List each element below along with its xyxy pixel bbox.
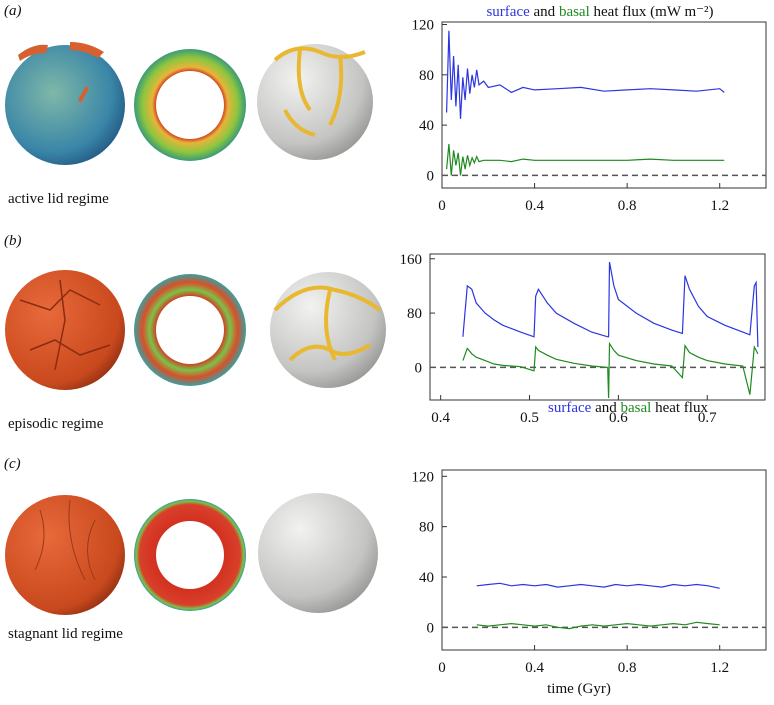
panel-caption: active lid regime bbox=[8, 191, 109, 207]
sphere bbox=[257, 44, 373, 160]
legend-entry: surface bbox=[486, 4, 530, 20]
y-tick-label: 40 bbox=[419, 570, 434, 586]
chart-title: heat flux (mW m⁻²) bbox=[594, 4, 714, 20]
x-tick-label: 0.8 bbox=[618, 660, 637, 676]
streak bbox=[273, 46, 366, 137]
streak bbox=[273, 285, 382, 362]
y-tick-label: 120 bbox=[412, 469, 435, 485]
legend-entry: basal bbox=[621, 400, 652, 416]
y-tick-label: 0 bbox=[415, 360, 423, 376]
crack bbox=[19, 279, 111, 371]
sphere bbox=[258, 493, 378, 613]
crack bbox=[34, 499, 96, 581]
ring-hole bbox=[156, 71, 224, 139]
plot-frame bbox=[441, 21, 767, 189]
y-tick-label: 40 bbox=[419, 118, 434, 134]
y-tick-label: 80 bbox=[419, 68, 434, 84]
plot-frame bbox=[429, 253, 766, 401]
y-tick-label: 160 bbox=[400, 252, 423, 268]
panel-caption: stagnant lid regime bbox=[8, 626, 123, 642]
y-tick-label: 80 bbox=[419, 520, 434, 536]
y-tick-label: 120 bbox=[412, 18, 435, 34]
series-line bbox=[476, 621, 720, 630]
x-tick-label: 0.6 bbox=[609, 410, 628, 426]
y-tick-label: 0 bbox=[427, 620, 435, 636]
ring-hole bbox=[156, 521, 224, 589]
panel-label: (b) bbox=[4, 233, 22, 249]
panel-caption: episodic regime bbox=[8, 416, 104, 432]
series-line bbox=[446, 30, 725, 119]
x-tick-label: 1.2 bbox=[710, 198, 729, 214]
x-tick-label: 0.5 bbox=[520, 410, 539, 426]
series-line bbox=[462, 341, 759, 399]
x-tick-label: 0.7 bbox=[698, 410, 717, 426]
x-axis-label: time (Gyr) bbox=[547, 681, 611, 697]
legend-entry: surface bbox=[548, 400, 592, 416]
ring-hole bbox=[156, 296, 224, 364]
panel-images bbox=[5, 42, 386, 615]
sphere bbox=[5, 270, 125, 390]
series-line bbox=[462, 261, 759, 348]
x-tick-label: 0 bbox=[438, 198, 446, 214]
annotation: heat flux bbox=[655, 400, 708, 416]
x-tick-label: 0 bbox=[438, 660, 446, 676]
x-tick-label: 0.8 bbox=[618, 198, 637, 214]
legend-joiner: and bbox=[534, 4, 556, 20]
legend-joiner: and bbox=[595, 400, 617, 416]
panel-label: (c) bbox=[4, 456, 21, 472]
x-tick-label: 0.4 bbox=[431, 410, 450, 426]
legend-text: surface and basal heat flux (mW m⁻²) bbox=[486, 4, 713, 20]
y-tick-label: 80 bbox=[407, 306, 422, 322]
x-tick-label: 0.4 bbox=[525, 198, 544, 214]
plate-patch bbox=[18, 42, 104, 103]
x-tick-label: 0.4 bbox=[525, 660, 544, 676]
series-line bbox=[476, 582, 720, 589]
y-tick-label: 0 bbox=[427, 168, 435, 184]
x-tick-label: 1.2 bbox=[710, 660, 729, 676]
sphere bbox=[5, 495, 125, 615]
series-line bbox=[446, 143, 725, 176]
panel-label: (a) bbox=[4, 3, 22, 19]
legend-entry: basal bbox=[559, 4, 590, 20]
legend-text: surface and basal heat flux bbox=[548, 400, 708, 416]
sphere bbox=[5, 45, 125, 165]
plot-frame bbox=[441, 469, 767, 651]
